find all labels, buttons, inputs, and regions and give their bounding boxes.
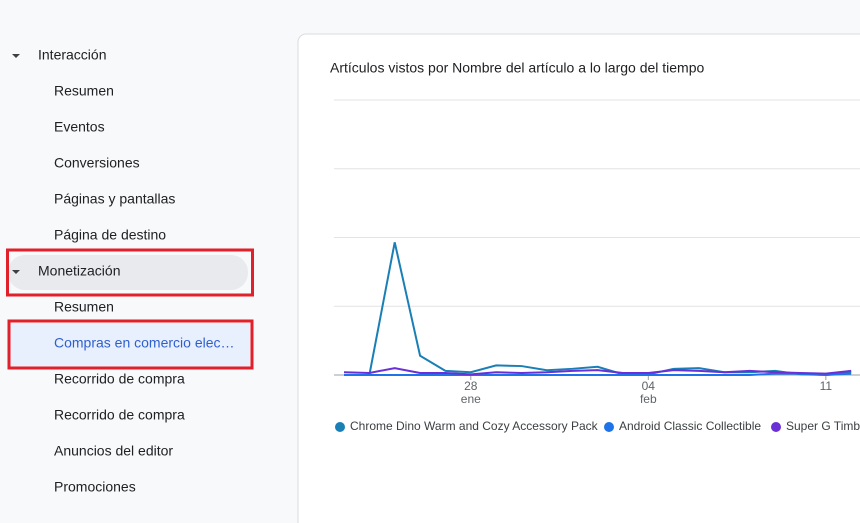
nav-item[interactable]: Promociones (54, 479, 136, 495)
chart-card (297, 33, 860, 523)
nav-section[interactable]: Interacción (38, 47, 106, 63)
nav-item[interactable]: Eventos (54, 119, 105, 135)
nav-item[interactable]: Recorrido de compra (54, 407, 185, 423)
nav-item[interactable]: Compras en comercio elec… (54, 335, 235, 351)
nav-item[interactable]: Recorrido de compra (54, 371, 185, 387)
nav-item[interactable]: Resumen (54, 83, 114, 99)
nav-item[interactable]: Páginas y pantallas (54, 191, 175, 207)
legend-label[interactable]: Super G Timbu (786, 419, 860, 433)
legend-label[interactable]: Android Classic Collectible (619, 419, 761, 433)
nav-item[interactable]: Conversiones (54, 155, 140, 171)
x-tick-label: 04 (642, 379, 656, 393)
nav-item[interactable]: Anuncios del editor (54, 443, 173, 459)
legend-swatch (335, 422, 345, 432)
x-tick-label: 28 (464, 379, 478, 393)
highlight-box (7, 319, 254, 370)
caret (12, 270, 20, 274)
caret (12, 54, 20, 58)
nav-item[interactable]: Página de destino (54, 227, 166, 243)
nav-selected-bg (10, 323, 250, 367)
nav-section-bg (8, 255, 248, 290)
x-tick-sublabel: ene (461, 392, 481, 406)
x-tick-sublabel: feb (640, 392, 657, 406)
x-tick-label: 11 (820, 379, 833, 393)
legend-label[interactable]: Chrome Dino Warm and Cozy Accessory Pack (350, 419, 599, 433)
series-line (343, 367, 852, 376)
nav-section[interactable]: Monetización (38, 263, 121, 279)
series-line (344, 372, 852, 377)
highlight-box (6, 248, 254, 297)
legend-swatch (771, 422, 781, 432)
legend-swatch (604, 422, 614, 432)
chart-title: Artículos vistos por Nombre del artículo… (330, 60, 704, 76)
nav-item[interactable]: Resumen (54, 299, 114, 315)
